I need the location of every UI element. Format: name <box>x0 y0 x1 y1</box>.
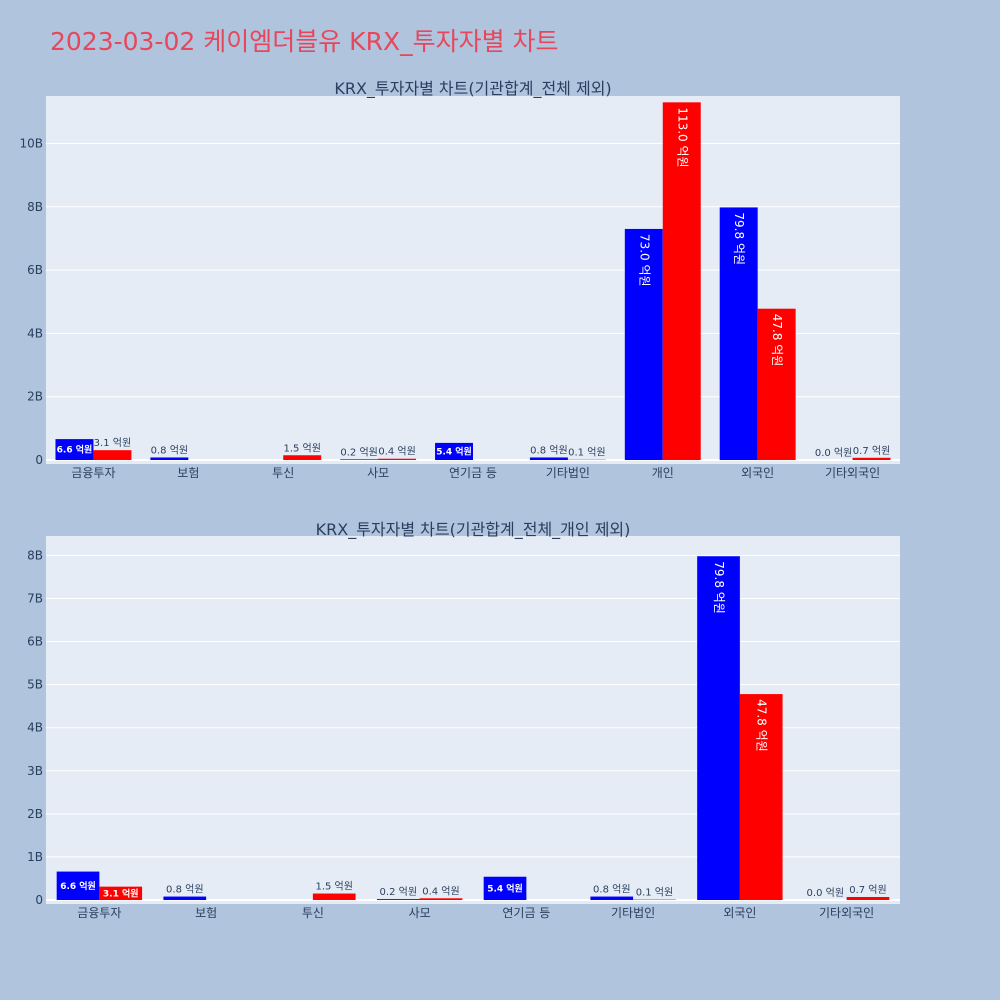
chart1-xtick-label: 금융투자 <box>71 466 115 480</box>
chart1-data-label: 47.8 억원 <box>770 314 784 367</box>
chart2-xtick-label: 사모 <box>409 906 431 920</box>
chart2-data-label: 79.8 억원 <box>712 561 726 614</box>
chart1-xtick-label: 외국인 <box>741 466 774 480</box>
chart2-bar <box>312 893 356 900</box>
chart1-bar <box>757 308 796 460</box>
chart1-bar <box>852 457 891 460</box>
chart2-data-label: 6.6 억원 <box>60 880 96 892</box>
chart2-xtick-label: 기타법인 <box>611 906 655 920</box>
chart2-ytick-label: 2B <box>27 807 43 821</box>
chart1-data-label: 0.2 억원 <box>340 446 377 458</box>
chart1-xtick-label: 개인 <box>652 466 674 480</box>
chart2-data-label: 0.8 억원 <box>593 884 630 896</box>
chart1-bar <box>283 455 322 460</box>
chart1-ytick-label: 0 <box>35 453 43 467</box>
chart2-ytick-label: 3B <box>27 764 43 778</box>
chart2-title: KRX_투자자별 차트(기관합계_전체_개인 제외) <box>316 520 631 540</box>
chart1-bar <box>150 457 189 460</box>
chart1-ytick-label: 8B <box>27 200 43 214</box>
chart2-data-label: 0.4 억원 <box>422 885 459 897</box>
chart2-bar <box>99 886 143 900</box>
chart1-xtick-label: 기타외국인 <box>825 466 880 480</box>
chart1-bar <box>93 450 132 460</box>
chart1-data-label: 1.5 억원 <box>283 442 320 454</box>
chart2-bar <box>697 556 740 900</box>
chart1-bar <box>340 459 379 460</box>
chart1-data-label: 0.8 억원 <box>151 444 188 456</box>
chart2-ytick-label: 6B <box>27 635 43 649</box>
chart1-data-label: 3.1 억원 <box>94 437 131 449</box>
chart2-ytick-label: 4B <box>27 721 43 735</box>
chart2-ytick-label: 0 <box>35 893 43 907</box>
page-title: 2023-03-02 케이엠더블유 KRX_투자자별 차트 <box>50 27 559 56</box>
chart1-data-label: 73.0 억원 <box>637 234 651 287</box>
chart2-xtick-label: 금융투자 <box>77 906 121 920</box>
chart2-ytick-label: 5B <box>27 678 43 692</box>
chart2-ytick-label: 7B <box>27 591 43 605</box>
chart2-bar <box>846 896 890 900</box>
chart2-xtick-label: 보험 <box>195 906 217 920</box>
chart1-data-label: 0.0 억원 <box>815 447 852 459</box>
chart1-bar <box>378 458 417 460</box>
chart2-data-label: 1.5 억원 <box>315 881 352 893</box>
chart1-xtick-label: 연기금 등 <box>449 466 497 480</box>
chart1-xtick-label: 투신 <box>272 466 294 480</box>
chart2-data-label: 0.2 억원 <box>380 886 417 898</box>
chart2-xtick-label: 기타외국인 <box>819 906 874 920</box>
chart2-ytick-label: 1B <box>27 850 43 864</box>
chart2-data-label: 0.0 억원 <box>807 887 844 899</box>
chart1-data-label: 0.8 억원 <box>530 444 567 456</box>
chart2-data-label: 3.1 억원 <box>103 887 139 899</box>
chart1-data-label: 0.1 억원 <box>568 447 605 459</box>
chart2-bar <box>376 899 420 900</box>
chart2-bar <box>56 871 100 900</box>
chart2-data-label: 0.8 억원 <box>166 884 203 896</box>
chart1-title: KRX_투자자별 차트(기관합계_전체 제외) <box>334 79 611 99</box>
chart1-xtick-label: 기타법인 <box>546 466 590 480</box>
chart2-data-label: 0.1 억원 <box>636 887 673 899</box>
chart1-ytick-label: 6B <box>27 263 43 277</box>
chart1-ytick-label: 2B <box>27 390 43 404</box>
chart2-bar <box>739 694 783 900</box>
chart1-data-label: 79.8 억원 <box>732 212 746 265</box>
chart2-bar <box>419 898 463 900</box>
chart2-data-label: 0.7 억원 <box>849 884 886 896</box>
chart2-bar <box>483 876 527 900</box>
chart1-bar <box>624 228 663 460</box>
chart2-bar <box>163 896 207 900</box>
chart1-bar <box>55 439 94 460</box>
chart2-xtick-label: 연기금 등 <box>502 906 550 920</box>
chart1-bar <box>662 102 701 460</box>
chart1-xtick-label: 사모 <box>367 466 389 480</box>
chart1-xtick-label: 보험 <box>177 466 199 480</box>
chart1-data-label: 6.6 억원 <box>57 444 93 456</box>
chart2-xtick-label: 외국인 <box>723 906 756 920</box>
chart1-data-label: 0.4 억원 <box>378 446 415 458</box>
chart1-bar <box>719 207 758 460</box>
chart2-data-label: 5.4 억원 <box>487 882 523 894</box>
chart1-bar <box>529 457 568 460</box>
chart1-data-label: 0.7 억원 <box>853 445 890 457</box>
chart1-ytick-label: 10B <box>19 136 43 150</box>
chart1-data-label: 113.0 억원 <box>675 107 689 167</box>
chart2-ytick-label: 8B <box>27 548 43 562</box>
chart2-xtick-label: 투신 <box>302 906 324 920</box>
chart2-bar <box>590 896 634 900</box>
chart1-bar <box>435 442 473 460</box>
chart2-data-label: 47.8 억원 <box>755 699 769 752</box>
chart1-data-label: 5.4 억원 <box>436 445 472 457</box>
chart1-ytick-label: 4B <box>27 326 43 340</box>
